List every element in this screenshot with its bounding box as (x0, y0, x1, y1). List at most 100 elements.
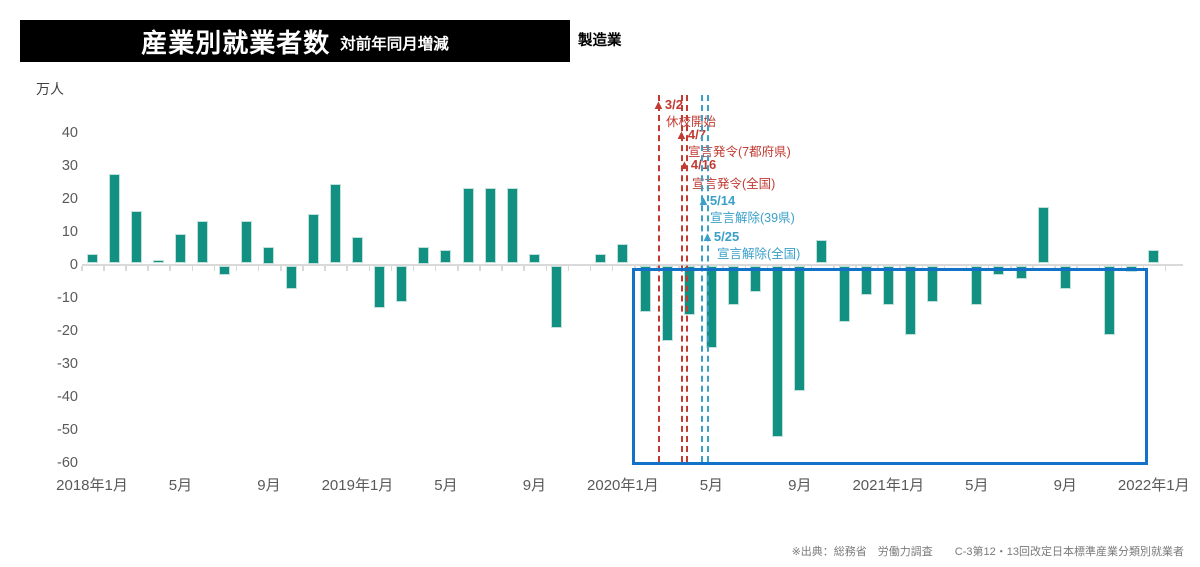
bar (263, 247, 275, 264)
x-tick-label: 5月 (434, 477, 458, 494)
x-tick-label: 9月 (257, 477, 281, 494)
bar (506, 187, 518, 264)
event-line (701, 95, 703, 462)
bar (617, 243, 629, 264)
bar (130, 210, 142, 264)
month-tick (280, 265, 282, 271)
bar (595, 253, 607, 264)
x-tick-label: 2021年1月 (852, 477, 925, 494)
bar (750, 265, 762, 292)
x-tick-label: 9月 (522, 477, 547, 494)
bar (816, 240, 828, 264)
bar (86, 253, 98, 264)
month-tick (434, 265, 437, 271)
month-tick (169, 265, 171, 271)
bar (904, 265, 916, 335)
event-date-label: ▲5/25 (701, 229, 740, 244)
bar (528, 253, 540, 264)
bar (927, 265, 939, 302)
month-tick (611, 265, 614, 271)
x-tick-label: 2019年1月 (321, 477, 394, 494)
x-tick-label: 5月 (965, 477, 989, 494)
bar (108, 174, 120, 264)
month-tick (501, 265, 503, 271)
event-line (658, 95, 660, 462)
month-tick (479, 265, 481, 271)
month-tick (368, 265, 371, 271)
month-tick (523, 265, 525, 271)
bar (285, 265, 297, 289)
y-tick-label: -40 (57, 388, 78, 405)
bar (1037, 207, 1049, 264)
month-tick (235, 265, 238, 271)
bar (396, 265, 408, 302)
event-name-label: 宣言発令(全国) (692, 177, 776, 191)
category-label: 製造業 (578, 33, 622, 49)
bar (971, 265, 983, 306)
month-tick (213, 265, 216, 271)
month-tick (412, 265, 415, 271)
y-tick-label: 40 (61, 124, 78, 141)
title-bar: 産業別就業者数 対前年同月増減 (20, 20, 570, 62)
page-title: 産業別就業者数 (141, 27, 331, 58)
bar (727, 265, 739, 306)
bar (462, 187, 474, 264)
bar (152, 260, 164, 264)
y-tick-label: 30 (61, 157, 78, 174)
month-tick (324, 265, 326, 271)
month-tick (302, 265, 304, 271)
bar (440, 250, 452, 264)
month-tick (567, 265, 570, 271)
bar (329, 184, 341, 264)
x-tick-label: 2020年1月 (587, 477, 659, 494)
x-tick-label: 9月 (1053, 477, 1077, 494)
event-line (686, 95, 688, 462)
event-date-label: ▲4/16 (678, 157, 717, 172)
bar (351, 237, 363, 264)
y-tick-label: -50 (57, 421, 78, 438)
month-tick (257, 265, 260, 271)
month-tick (125, 265, 127, 271)
page-subtitle: 対前年同月増減 (340, 36, 449, 53)
bar (683, 265, 695, 315)
y-tick-label: 0 (69, 256, 78, 273)
event-line (681, 95, 683, 462)
month-tick (545, 265, 548, 271)
x-tick-label: 9月 (788, 477, 812, 494)
bar (484, 187, 496, 264)
month-tick (589, 265, 592, 271)
source-note: ※出典：総務省 労働力調査 C-3第12・13回改定日本標準産業分類別就業者 (791, 546, 1184, 558)
y-tick-label: -20 (57, 322, 78, 339)
event-name-label: 休校開始 (666, 115, 717, 129)
bar (705, 265, 717, 348)
event-line (707, 95, 709, 462)
highlight-box (632, 268, 1148, 465)
event-name-label: 宣言解除(全国) (717, 247, 801, 261)
bar (794, 265, 806, 391)
x-axis-line (82, 263, 1183, 266)
y-tick-label: -30 (57, 355, 78, 372)
y-tick-label: -60 (57, 454, 78, 471)
bar (860, 265, 872, 296)
bar (219, 265, 231, 276)
event-name-label: 宣言解除(39県) (710, 211, 795, 225)
bar (551, 265, 563, 329)
x-tick-label: 5月 (699, 477, 724, 494)
y-axis-unit-label: 万人 (36, 81, 64, 97)
bar (772, 265, 784, 438)
bar (838, 265, 850, 322)
month-tick (147, 265, 149, 271)
month-tick (191, 265, 194, 271)
y-tick-label: -10 (57, 289, 78, 306)
bar (882, 265, 894, 306)
bar (418, 247, 430, 264)
bar (307, 214, 319, 264)
event-date-label: ▲5/14 (697, 193, 736, 208)
month-tick (103, 265, 105, 271)
bar (1059, 265, 1071, 289)
y-tick-label: 10 (61, 223, 78, 240)
month-tick (81, 265, 83, 271)
bar (374, 265, 386, 309)
event-date-label: ▲3/2 (652, 97, 683, 112)
